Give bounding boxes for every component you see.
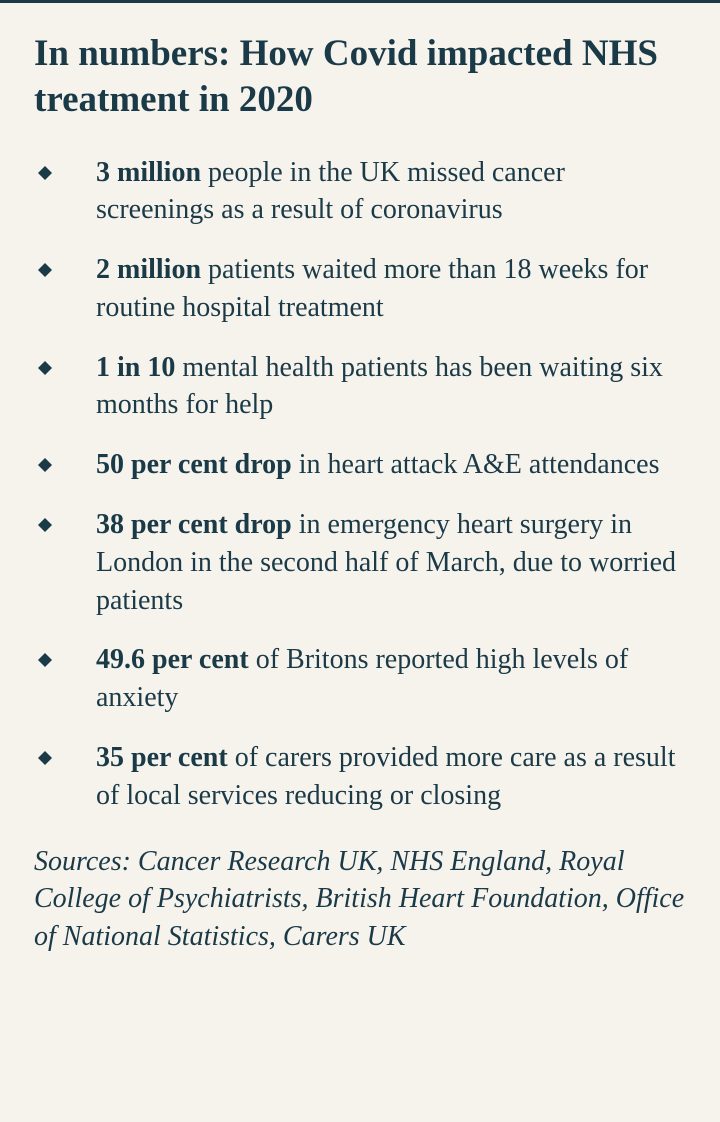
list-item-text: 3 million people in the UK missed cancer… [96, 154, 686, 230]
list-item: 38 per cent drop in emergency heart surg… [34, 506, 686, 619]
diamond-bullet-icon [38, 518, 52, 532]
list-item: 1 in 10 mental health patients has been … [34, 349, 686, 425]
list-item-text: 2 million patients waited more than 18 w… [96, 251, 686, 327]
diamond-bullet-icon [38, 166, 52, 180]
list-item: 49.6 per cent of Britons reported high l… [34, 641, 686, 717]
diamond-bullet-icon [38, 751, 52, 765]
diamond-bullet-icon [38, 263, 52, 277]
list-item-text: 1 in 10 mental health patients has been … [96, 349, 686, 425]
list-item-text: 50 per cent drop in heart attack A&E att… [96, 446, 686, 484]
page-title: In numbers: How Covid impacted NHS treat… [34, 31, 686, 124]
stat-value: 1 in 10 [96, 352, 175, 383]
list-item: 3 million people in the UK missed cancer… [34, 154, 686, 230]
stat-value: 3 million [96, 157, 201, 188]
infographic-container: In numbers: How Covid impacted NHS treat… [0, 3, 720, 986]
list-item: 35 per cent of carers provided more care… [34, 739, 686, 815]
sources-text: Sources: Cancer Research UK, NHS England… [34, 843, 686, 956]
stat-description: mental health patients has been waiting … [96, 352, 663, 421]
list-item: 2 million patients waited more than 18 w… [34, 251, 686, 327]
stat-value: 38 per cent drop [96, 509, 292, 540]
list-item-text: 35 per cent of carers provided more care… [96, 739, 686, 815]
stat-value: 50 per cent drop [96, 449, 292, 480]
list-item-text: 38 per cent drop in emergency heart surg… [96, 506, 686, 619]
stat-value: 35 per cent [96, 742, 228, 773]
diamond-bullet-icon [38, 361, 52, 375]
diamond-bullet-icon [38, 653, 52, 667]
stat-description: in heart attack A&E attendances [292, 449, 660, 480]
stat-value: 2 million [96, 254, 201, 285]
list-item: 50 per cent drop in heart attack A&E att… [34, 446, 686, 484]
stat-value: 49.6 per cent [96, 644, 249, 675]
stats-list: 3 million people in the UK missed cancer… [34, 154, 686, 815]
diamond-bullet-icon [38, 458, 52, 472]
list-item-text: 49.6 per cent of Britons reported high l… [96, 641, 686, 717]
